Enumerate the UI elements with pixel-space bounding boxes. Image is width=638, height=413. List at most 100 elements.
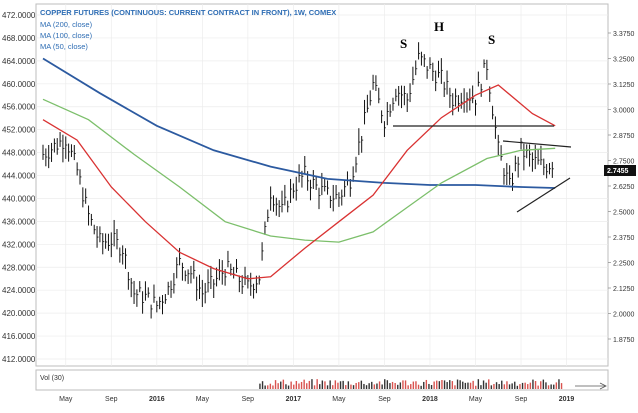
volume-bar bbox=[329, 380, 331, 389]
volume-bar bbox=[451, 381, 454, 389]
volume-bar bbox=[560, 383, 563, 389]
volume-bar bbox=[430, 385, 433, 389]
wedge-lower-line bbox=[516, 177, 571, 213]
volume-bar bbox=[287, 385, 290, 389]
x-tick-label: Sep bbox=[378, 396, 391, 403]
left-tick-label: 472.0000 bbox=[2, 11, 36, 20]
volume-bar bbox=[350, 384, 352, 389]
volume-bar bbox=[542, 379, 545, 389]
right-tick-label: 3.0000 bbox=[613, 108, 635, 115]
volume-bar bbox=[545, 382, 547, 389]
moving-averages bbox=[42, 57, 556, 280]
left-tick-label: 464.0000 bbox=[2, 57, 36, 66]
left-tick-label: 420.0000 bbox=[2, 309, 36, 318]
volume-bar bbox=[308, 380, 311, 389]
volume-bar bbox=[381, 384, 383, 389]
volume-bar bbox=[259, 383, 261, 389]
last-value-tag: 2.7455 bbox=[604, 165, 636, 176]
volume-bar bbox=[472, 380, 474, 389]
left-tick-label: 444.0000 bbox=[2, 172, 36, 181]
right-tick-label: 2.3750 bbox=[613, 235, 635, 242]
last-value-label: 2.7455 bbox=[607, 168, 629, 175]
volume-bar bbox=[371, 381, 373, 389]
volume-bar bbox=[402, 380, 404, 389]
volume-bar bbox=[300, 381, 303, 389]
x-tick-label: Sep bbox=[242, 396, 255, 403]
volume-bar bbox=[277, 383, 279, 389]
volume-bar bbox=[389, 383, 391, 389]
volume-bar bbox=[521, 382, 524, 389]
volume-bar bbox=[493, 383, 495, 389]
volume-bar bbox=[316, 379, 318, 389]
volume-bar bbox=[373, 384, 376, 389]
x-tick-label: 2016 bbox=[149, 396, 165, 403]
volume-bar bbox=[337, 382, 339, 389]
right-tick-label: 2.1250 bbox=[613, 286, 635, 293]
volume-bar bbox=[352, 385, 355, 389]
volume-bar bbox=[282, 379, 285, 389]
volume-bar bbox=[454, 385, 456, 389]
volume-bar bbox=[433, 381, 435, 389]
volume-bar bbox=[495, 382, 498, 389]
volume-bars bbox=[259, 379, 563, 389]
volume-bar bbox=[410, 384, 412, 389]
volume-bar bbox=[342, 380, 344, 389]
volume-arrow bbox=[575, 382, 607, 390]
volume-bar bbox=[293, 384, 295, 389]
volume-bar bbox=[501, 380, 503, 389]
volume-bar bbox=[321, 380, 324, 389]
volume-bar bbox=[399, 382, 402, 389]
x-tick-label: 2019 bbox=[559, 396, 575, 403]
volume-bar bbox=[378, 381, 381, 389]
right-tick-label: 2.6250 bbox=[613, 184, 635, 191]
volume-bar bbox=[540, 381, 542, 389]
volume-bar bbox=[272, 385, 274, 389]
right-tick-label: 2.7500 bbox=[613, 159, 635, 166]
volume-bar bbox=[332, 385, 334, 389]
volume-bar bbox=[420, 385, 422, 389]
right-tick-label: 3.3750 bbox=[613, 31, 635, 38]
legend-ma200: MA (200, close) bbox=[40, 20, 93, 29]
volume-bar bbox=[443, 380, 446, 389]
volume-bar bbox=[423, 381, 425, 389]
volume-bar bbox=[537, 385, 539, 389]
volume-bar bbox=[326, 385, 329, 389]
annotation-right-shoulder: S bbox=[488, 32, 495, 47]
volume-bar bbox=[464, 382, 467, 389]
volume-bar bbox=[529, 382, 532, 389]
volume-label: Vol (30) bbox=[40, 375, 64, 382]
right-tick-label: 2.8750 bbox=[613, 133, 635, 140]
volume-bar bbox=[311, 379, 313, 389]
volume-bar bbox=[490, 385, 493, 389]
left-tick-label: 440.0000 bbox=[2, 194, 36, 203]
volume-bar bbox=[412, 381, 415, 389]
x-tick-label: Sep bbox=[105, 396, 118, 403]
volume-bar bbox=[417, 384, 420, 389]
volume-bar bbox=[334, 380, 337, 389]
left-tick-label: 468.0000 bbox=[2, 34, 36, 43]
volume-bar bbox=[280, 381, 282, 389]
ma100-line bbox=[42, 98, 556, 243]
volume-bar bbox=[503, 384, 506, 389]
volume-bar bbox=[386, 380, 389, 389]
volume-bar bbox=[524, 382, 526, 389]
volume-bar bbox=[436, 380, 438, 389]
left-tick-label: 456.0000 bbox=[2, 103, 36, 112]
volume-bar bbox=[498, 384, 500, 389]
volume-bar bbox=[441, 380, 443, 389]
price-bars bbox=[42, 42, 554, 319]
plot-border bbox=[35, 3, 609, 367]
volume-bar bbox=[446, 382, 448, 389]
volume-bar bbox=[438, 381, 441, 389]
wedge-upper-line bbox=[502, 140, 572, 148]
volume-bar bbox=[558, 379, 560, 389]
volume-bar bbox=[519, 384, 521, 389]
volume-bar bbox=[384, 379, 386, 389]
right-axis: 3.3750 3.2500 3.1250 3.0000 2.8750 2.7500 2.62… bbox=[608, 31, 635, 344]
x-tick-label: 2018 bbox=[422, 396, 438, 403]
volume-bar bbox=[347, 381, 350, 389]
volume-bar bbox=[534, 381, 537, 389]
volume-bar bbox=[407, 385, 409, 389]
volume-arrow-head bbox=[599, 382, 607, 390]
volume-bar bbox=[555, 382, 558, 389]
